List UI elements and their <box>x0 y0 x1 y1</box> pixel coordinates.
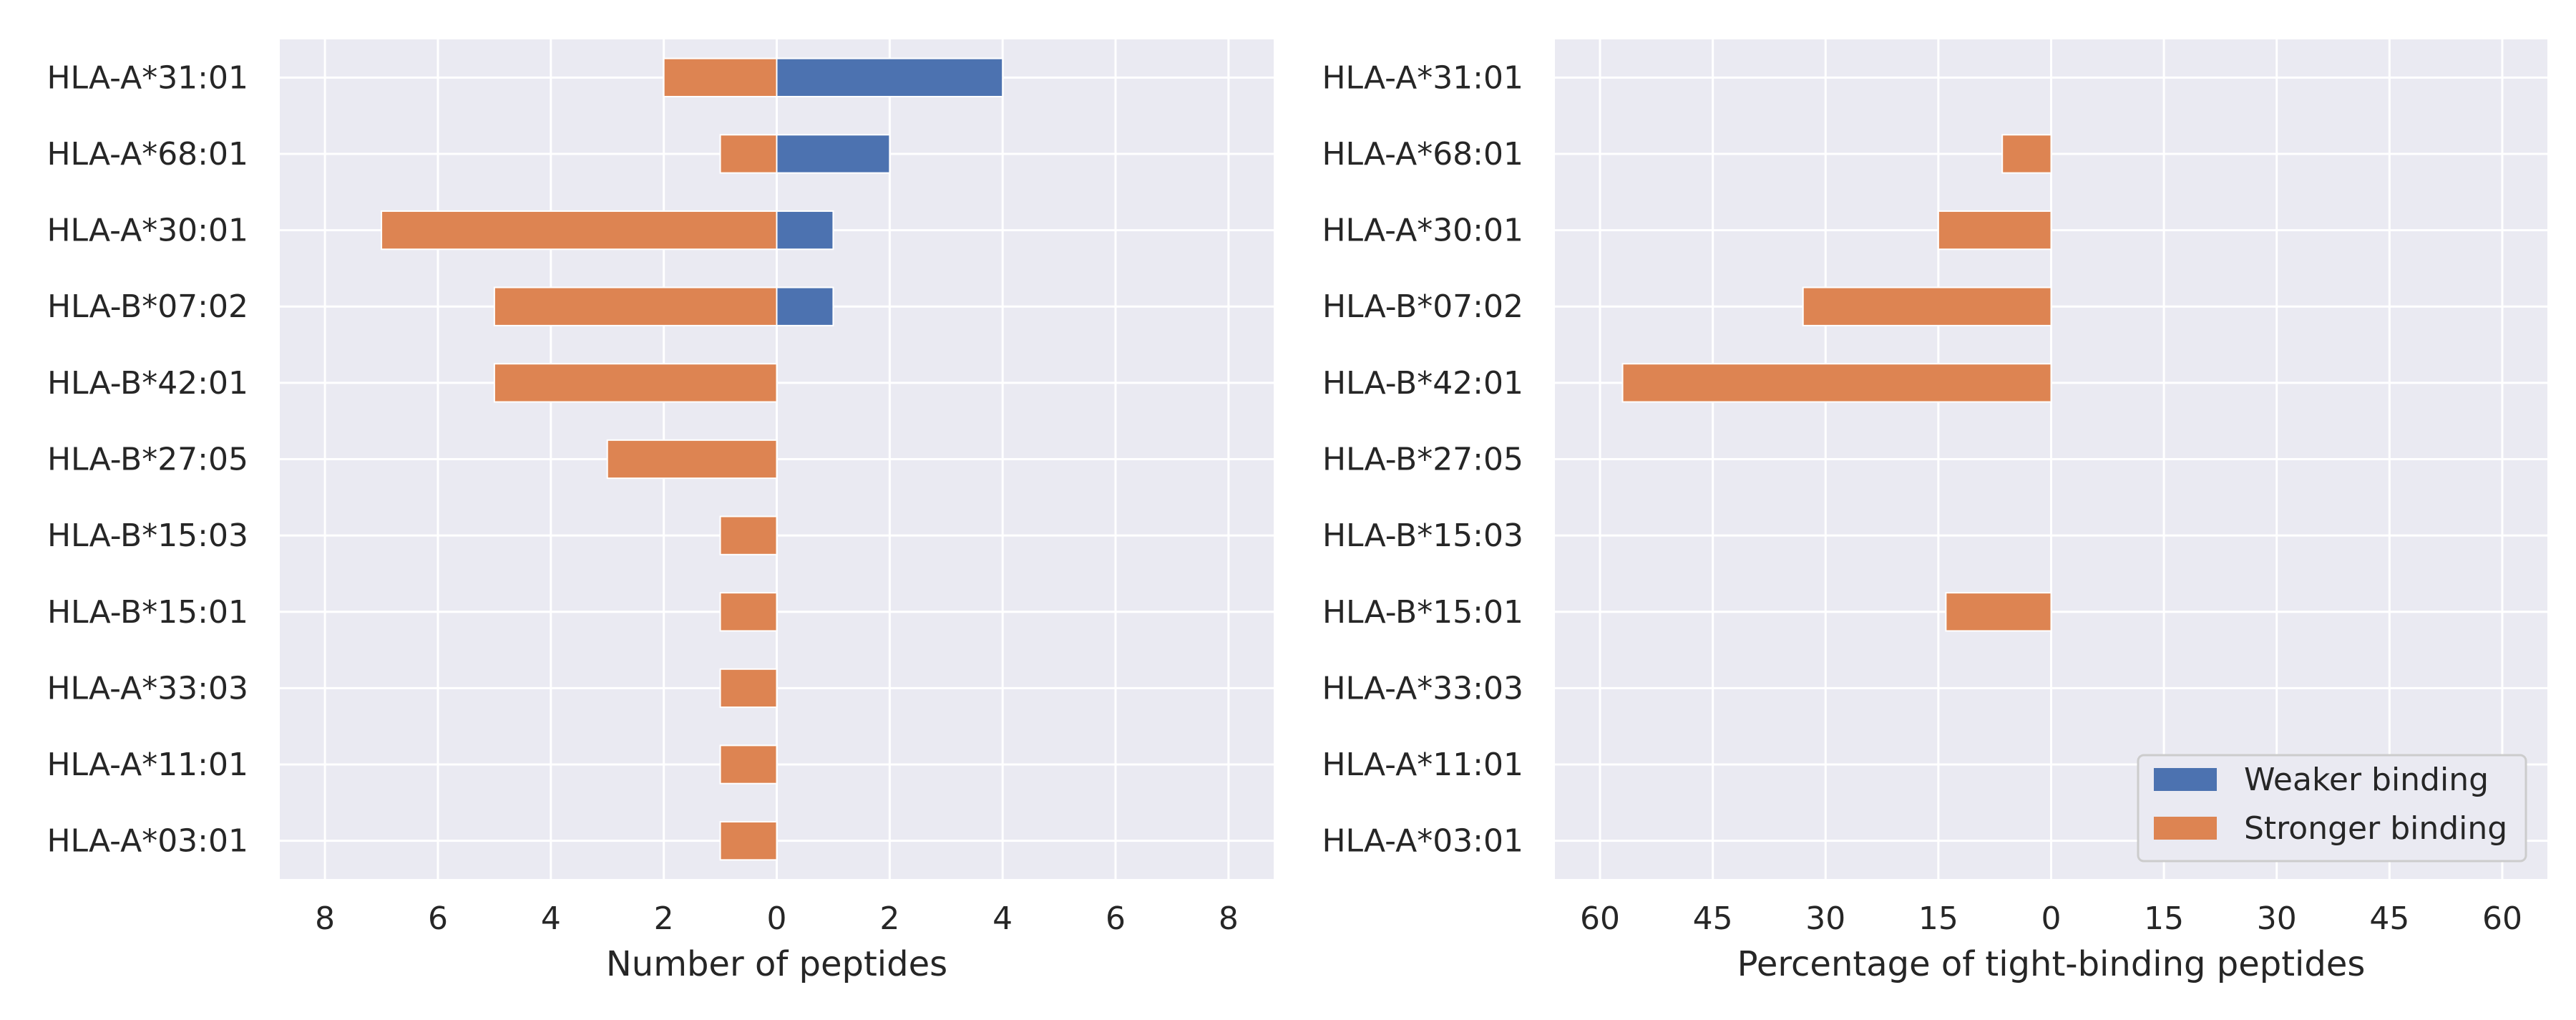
y-tick-label: HLA-A*11:01 <box>1322 747 1523 783</box>
bar-stronger-binding-hla-a-68-01 <box>719 134 778 174</box>
left-panel-number-of-peptides: HLA-A*31:01 HLA-A*68:01 HLA-A*30:01 HLA-B*0… <box>47 39 1274 984</box>
bar-stronger-binding-hla-b-07-02 <box>1802 286 2052 326</box>
x-tick-label: 4 <box>992 900 1013 937</box>
x-tick-label: 8 <box>315 900 335 937</box>
y-tick-label: HLA-A*68:01 <box>47 136 248 173</box>
y-tick-label: HLA-B*15:01 <box>1322 594 1523 631</box>
x-tick-label: 45 <box>1693 900 1733 937</box>
x-tick-label: 15 <box>2144 900 2184 937</box>
y-tick-label: HLA-B*07:02 <box>47 288 248 325</box>
bar-weaker-binding-hla-a-31-01 <box>776 57 1004 97</box>
y-tick-label: HLA-B*07:02 <box>1322 288 1523 325</box>
y-tick-label: HLA-A*33:03 <box>1322 670 1523 706</box>
x-tick-label: 60 <box>1580 900 1620 937</box>
y-tick-label: HLA-A*11:01 <box>47 747 248 783</box>
x-axis-title: Percentage of tight-binding peptides <box>1737 944 2366 984</box>
bar-stronger-binding-hla-a-30-01 <box>381 210 778 251</box>
x-tick-label: 0 <box>2041 900 2062 937</box>
x-tick-label: 6 <box>1106 900 1126 937</box>
y-tick-label: HLA-B*42:01 <box>47 365 248 402</box>
y-tick-label: HLA-B*15:01 <box>47 594 248 631</box>
bar-stronger-binding-hla-a-68-01 <box>2001 134 2052 174</box>
bar-weaker-binding-hla-b-07-02 <box>776 286 834 326</box>
bar-weaker-binding-hla-a-68-01 <box>776 134 891 174</box>
bar-stronger-binding-hla-b-07-02 <box>493 286 778 326</box>
bar-stronger-binding-hla-a-03-01 <box>719 821 778 861</box>
x-tick-label: 2 <box>654 900 674 937</box>
y-tick-label: HLA-A*33:03 <box>47 670 248 706</box>
x-tick-label: 15 <box>1918 900 1958 937</box>
legend-label-stronger: Stronger binding <box>2244 810 2507 847</box>
y-tick-label: HLA-A*31:01 <box>47 59 248 96</box>
y-tick-label: HLA-B*27:05 <box>1322 442 1523 478</box>
x-tick-label: 30 <box>2257 900 2297 937</box>
bar-stronger-binding-hla-b-15-03 <box>719 515 778 555</box>
y-tick-label: HLA-B*15:03 <box>1322 518 1523 554</box>
y-tick-label: HLA-B*15:03 <box>47 518 248 554</box>
y-tick-label: HLA-A*68:01 <box>1322 136 1523 173</box>
x-tick-label: 60 <box>2482 900 2522 937</box>
bar-weaker-binding-hla-a-30-01 <box>776 210 834 251</box>
y-tick-label: HLA-B*27:05 <box>47 442 248 478</box>
legend-swatch-weaker <box>2154 768 2217 791</box>
bar-stronger-binding-hla-b-27-05 <box>606 439 778 480</box>
x-tick-label: 45 <box>2369 900 2409 937</box>
x-tick-label: 0 <box>767 900 787 937</box>
y-tick-label: HLA-A*30:01 <box>47 213 248 249</box>
bar-stronger-binding-hla-a-31-01 <box>663 57 778 97</box>
y-tick-label: HLA-A*30:01 <box>1322 213 1523 249</box>
legend: Weaker binding Stronger binding <box>2137 754 2527 863</box>
y-tick-label: HLA-B*42:01 <box>1322 365 1523 402</box>
x-tick-label: 4 <box>541 900 561 937</box>
y-tick-label: HLA-A*31:01 <box>1322 59 1523 96</box>
bar-stronger-binding-hla-b-15-01 <box>1945 592 2052 632</box>
legend-swatch-stronger <box>2154 817 2217 840</box>
bar-stronger-binding-hla-a-30-01 <box>1937 210 2052 251</box>
legend-frame <box>2137 754 2527 863</box>
x-axis-title: Number of peptides <box>606 944 947 984</box>
right-panel-percentage-tight-binding: HLA-A*31:01 HLA-A*68:01 HLA-A*30:01 HLA-B*0… <box>1322 39 2547 984</box>
bar-stronger-binding-hla-a-33-03 <box>719 668 778 709</box>
y-tick-label: HLA-A*03:01 <box>47 823 248 860</box>
x-tick-label: 6 <box>428 900 448 937</box>
bar-stronger-binding-hla-b-15-01 <box>719 592 778 632</box>
bar-stronger-binding-hla-a-11-01 <box>719 744 778 785</box>
legend-label-weaker: Weaker binding <box>2244 762 2489 798</box>
x-tick-label: 8 <box>1219 900 1239 937</box>
x-tick-label: 2 <box>879 900 899 937</box>
y-tick-label: HLA-A*03:01 <box>1322 823 1523 860</box>
bar-stronger-binding-hla-b-42-01 <box>1621 363 2052 403</box>
bar-stronger-binding-hla-b-42-01 <box>493 363 778 403</box>
x-tick-label: 30 <box>1805 900 1845 937</box>
